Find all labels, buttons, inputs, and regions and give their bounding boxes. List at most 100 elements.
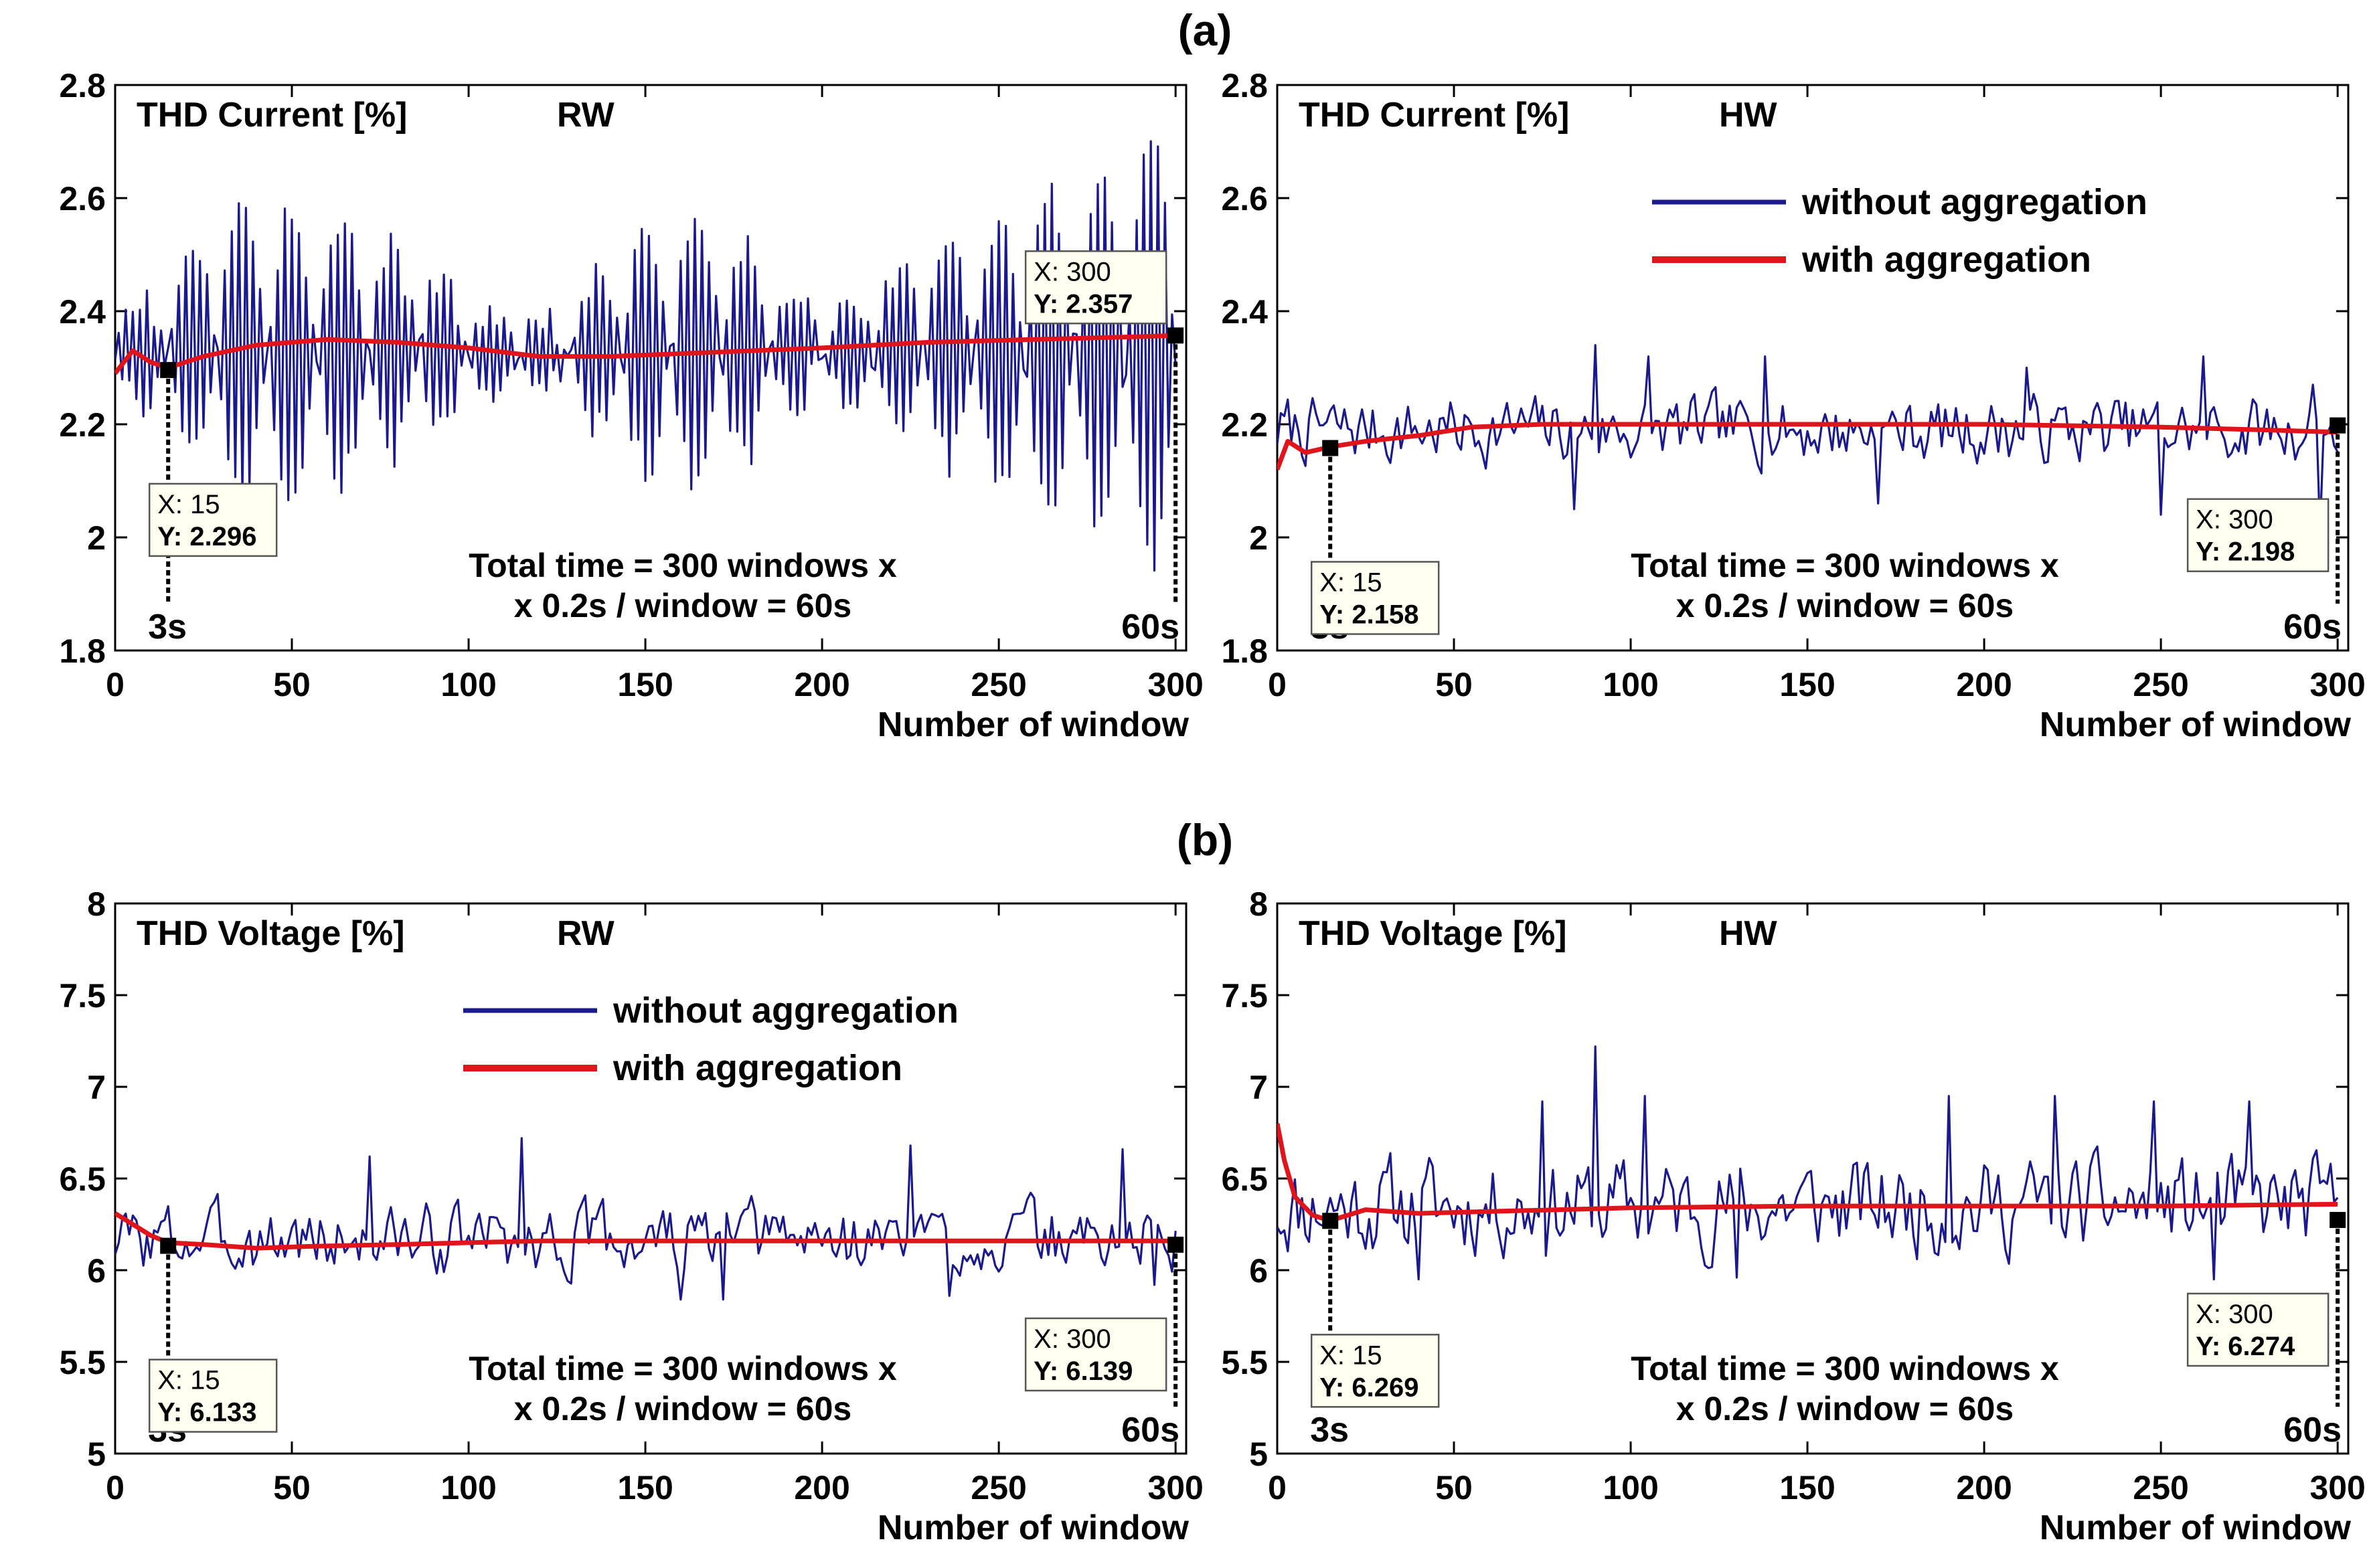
datatip-x: X: 300 [1034, 1324, 1111, 1354]
datatip-box [1024, 250, 1167, 325]
x-tick-label: 250 [971, 666, 1026, 703]
x-axis-label: Number of window [2040, 705, 2352, 744]
annotation-line: x 0.2s / window = 60s [1676, 1390, 2014, 1427]
x-tick-label: 100 [1603, 1469, 1658, 1506]
x-tick-label: 150 [617, 666, 673, 703]
chart-tag: HW [1719, 914, 1778, 953]
datatip-x: X: 300 [1034, 257, 1111, 286]
chart-tag: RW [557, 914, 615, 953]
datatip-y: Y: 6.269 [1319, 1373, 1418, 1402]
chart-title: THD Voltage [%] [1299, 914, 1567, 953]
chart-title: THD Current [%] [1299, 96, 1569, 135]
annotation-line: Total time = 300 windows x [1631, 547, 2059, 584]
datatip-box [2186, 498, 2330, 572]
y-tick-label: 6 [87, 1252, 106, 1290]
datatip-y: Y: 2.296 [157, 522, 256, 551]
annotation-line: x 0.2s / window = 60s [514, 587, 851, 624]
datatip-x: X: 15 [157, 1366, 220, 1395]
x-tick-label: 300 [1147, 666, 1203, 703]
axes-frame [114, 84, 1188, 652]
annotation-line: x 0.2s / window = 60s [1676, 587, 2014, 624]
datatip-box [1310, 1334, 1440, 1408]
chart-title: THD Voltage [%] [137, 914, 405, 953]
datatip-y: Y: 6.139 [1034, 1357, 1133, 1386]
datatip-y: Y: 2.158 [1319, 600, 1418, 629]
chart-title: THD Current [%] [137, 96, 407, 135]
marker-time-label: 3s [1310, 1411, 1349, 1450]
plot-area [115, 1137, 1177, 1301]
series-line-without-aggregation [115, 140, 1177, 572]
y-tick-label: 2.2 [59, 406, 106, 444]
x-axis-label: Number of window [2040, 1508, 2352, 1547]
datatip-box [148, 1359, 278, 1433]
y-tick-label: 5 [87, 1435, 106, 1473]
datatip-y: Y: 2.198 [2196, 537, 2295, 567]
marker-point [1167, 1236, 1184, 1253]
x-tick-label: 0 [1268, 1469, 1287, 1506]
x-tick-label: 50 [1435, 666, 1473, 703]
marker-point [160, 1237, 177, 1254]
annotation-line: Total time = 300 windows x [469, 1350, 897, 1387]
chart-tag: HW [1719, 96, 1778, 135]
datatip-x: X: 15 [1319, 568, 1382, 597]
datatip-box [2186, 1292, 2330, 1367]
y-tick-label: 7.5 [59, 977, 106, 1015]
y-tick-label: 5.5 [59, 1344, 106, 1381]
y-tick-label: 2.4 [1221, 293, 1268, 331]
y-tick-label: 7 [1249, 1069, 1268, 1106]
chart-panel-a-left: 1.8 2 2.2 2.4 2.6 2.8 0 50 100 150 200 250 300Number… [59, 67, 1203, 744]
x-tick-label: 100 [440, 1469, 496, 1506]
legend-label: without aggregation [1801, 182, 2147, 222]
marker-point [160, 361, 177, 378]
x-tick-label: 0 [106, 1469, 125, 1506]
series-line-with-aggregation [1277, 1123, 2338, 1223]
series-line-with-aggregation [115, 1211, 1176, 1251]
x-tick-label: 150 [1779, 1469, 1835, 1506]
x-tick-label: 200 [794, 666, 849, 703]
annotation-line: Total time = 300 windows x [469, 547, 897, 584]
series-line-without-aggregation [1277, 344, 2339, 533]
x-tick-label: 0 [1268, 666, 1287, 703]
datatip-y: Y: 6.274 [2196, 1332, 2295, 1361]
x-tick-label: 150 [617, 1469, 673, 1506]
x-tick-label: 300 [2309, 666, 2365, 703]
x-tick-label: 200 [794, 1469, 849, 1506]
datatip-y: Y: 2.357 [1034, 289, 1133, 319]
series-line-with-aggregation [1277, 422, 2338, 470]
chart-panel-a-right: 1.8 2 2.2 2.4 2.6 2.8 0 50 100 150 200 250 300Number… [1221, 67, 2365, 744]
y-tick-label: 2 [87, 519, 106, 557]
marker-point [1322, 440, 1339, 456]
y-tick-label: 6 [1249, 1252, 1268, 1290]
marker-time-label: 60s [2283, 1411, 2342, 1450]
y-tick-label: 7 [87, 1069, 106, 1106]
y-tick-label: 6.5 [59, 1160, 106, 1198]
series-line-without-aggregation [1277, 1045, 2339, 1281]
plot-area [1277, 344, 2339, 533]
x-tick-label: 100 [440, 666, 496, 703]
x-axis-label: Number of window [878, 705, 1190, 744]
y-tick-label: 5 [1249, 1435, 1268, 1473]
datatip-x: X: 300 [2196, 505, 2273, 535]
x-tick-label: 300 [2309, 1469, 2365, 1506]
legend-label: without aggregation [612, 990, 959, 1031]
datatip-box [1024, 1317, 1167, 1392]
datatip-box [148, 483, 278, 557]
datatip-x: X: 15 [157, 490, 220, 519]
row-label-b: (b) [1177, 815, 1233, 865]
y-tick-label: 2 [1249, 519, 1268, 557]
y-tick-label: 2.4 [59, 293, 106, 331]
datatip-y: Y: 6.133 [157, 1398, 256, 1427]
marker-point [2330, 1211, 2346, 1228]
x-tick-label: 250 [2133, 1469, 2188, 1506]
x-tick-label: 300 [1147, 1469, 1203, 1506]
marker-time-label: 60s [2283, 608, 2342, 646]
x-tick-label: 150 [1779, 666, 1835, 703]
y-tick-label: 2.2 [1221, 406, 1268, 444]
x-tick-label: 200 [1956, 666, 2012, 703]
row-label-a: (a) [1178, 5, 1232, 55]
y-tick-label: 5.5 [1221, 1344, 1268, 1381]
legend-label: with aggregation [612, 1048, 902, 1088]
axes-frame [1276, 84, 2350, 652]
